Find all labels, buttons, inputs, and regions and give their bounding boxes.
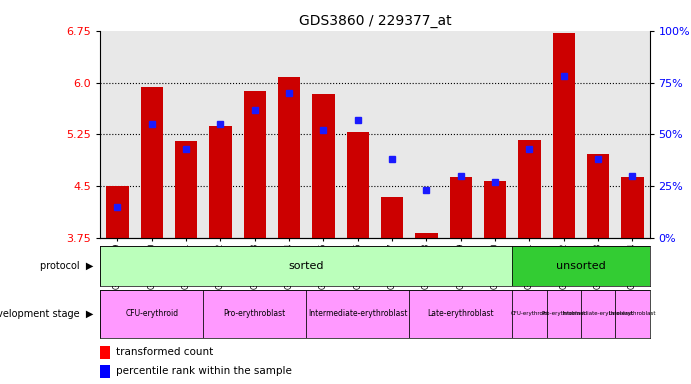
Text: development stage  ▶: development stage ▶ [0,309,93,319]
Bar [581,290,615,338]
Text: Intermediate-erythroblast: Intermediate-erythroblast [562,311,634,316]
Text: Pro-erythroblast: Pro-erythroblast [224,310,286,318]
Bar [278,77,300,238]
Bar [381,197,403,238]
Text: CFU-erythroid: CFU-erythroid [511,311,548,316]
Bar [615,290,650,338]
Bar [106,186,129,238]
Bar [209,126,231,238]
Bar [100,365,110,378]
Bar [518,140,540,238]
Bar [547,290,581,338]
Bar [100,290,203,338]
Text: unsorted: unsorted [556,261,606,271]
Bar [140,88,163,238]
Bar [621,177,643,238]
Text: Late-erythroblast: Late-erythroblast [609,311,656,316]
Text: CFU-erythroid: CFU-erythroid [125,310,178,318]
Bar [484,181,507,238]
Bar [347,132,369,238]
Bar [512,246,650,286]
Text: percentile rank within the sample: percentile rank within the sample [115,366,292,376]
Bar [306,290,409,338]
Bar [312,94,334,238]
Bar [450,177,472,238]
Bar [409,290,512,338]
Bar [203,290,306,338]
Text: Intermediate-erythroblast: Intermediate-erythroblast [308,310,408,318]
Bar [512,290,547,338]
Bar [175,141,197,238]
Bar [415,233,437,238]
Text: transformed count: transformed count [115,347,213,357]
Bar [100,246,512,286]
Text: Pro-erythroblast: Pro-erythroblast [542,311,586,316]
Bar [243,91,266,238]
Bar [587,154,609,238]
Bar [100,346,110,359]
Title: GDS3860 / 229377_at: GDS3860 / 229377_at [299,14,451,28]
Text: Late-erythroblast: Late-erythroblast [428,310,494,318]
Text: protocol  ▶: protocol ▶ [40,261,93,271]
Bar [553,33,575,238]
Text: sorted: sorted [288,261,324,271]
